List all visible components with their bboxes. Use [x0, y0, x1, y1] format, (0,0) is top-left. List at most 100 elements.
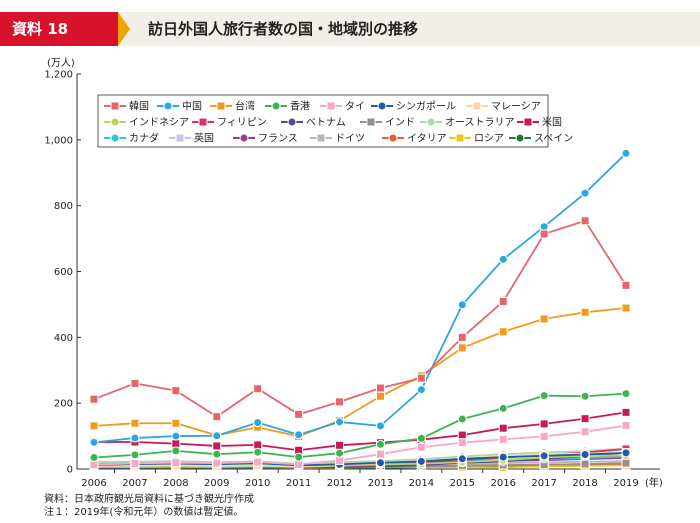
- legend-swatch-marker: [366, 117, 376, 127]
- data-point-circle: [294, 452, 304, 462]
- data-point-square: [621, 458, 631, 468]
- y-tick-label: 600: [54, 267, 73, 278]
- data-point-circle: [416, 385, 426, 395]
- data-point-square: [539, 314, 549, 324]
- legend-swatch-marker: [472, 101, 482, 111]
- data-point-circle: [171, 431, 181, 441]
- legend-swatch-marker: [515, 133, 525, 143]
- data-point-square: [130, 458, 140, 468]
- legend-label: オーストラリア: [445, 117, 515, 129]
- x-tick-label: 2009: [204, 478, 229, 489]
- data-point-square: [580, 414, 590, 424]
- data-point-square: [294, 409, 304, 419]
- data-point-circle: [621, 389, 631, 399]
- legend-label: フランス: [258, 133, 298, 145]
- data-point-circle: [457, 454, 467, 464]
- series-line-4: [93, 424, 627, 466]
- legend-label: ロシア: [474, 134, 504, 145]
- data-point-circle: [539, 451, 549, 461]
- data-point-square: [621, 407, 631, 417]
- legend-swatch-marker: [163, 101, 173, 111]
- legend-swatch-marker: [326, 101, 336, 111]
- data-point-circle: [580, 450, 590, 460]
- y-tick-label: 400: [54, 333, 73, 344]
- footnotes: 資料：日本政府観光局資料に基づき観光庁作成 注１：2019年(令和元年）の数値は…: [44, 493, 254, 519]
- series-line-12: [94, 411, 627, 452]
- legend-swatch-marker: [198, 117, 208, 127]
- data-point-square: [457, 343, 467, 353]
- legend-swatch-marker: [455, 133, 465, 143]
- legend-label: 中国: [182, 100, 202, 113]
- document-label: 資料 18: [0, 12, 118, 46]
- data-point-square: [416, 442, 426, 452]
- data-point-square: [621, 303, 631, 313]
- data-point-square: [89, 421, 99, 431]
- provisional-note: 注１：2019年(令和元年）の数値は暫定値。: [44, 507, 244, 518]
- legend-label: 英国: [194, 132, 214, 145]
- data-point-square: [253, 384, 263, 394]
- legend-swatch-marker: [110, 101, 120, 111]
- data-point-square: [171, 386, 181, 396]
- legend-swatch-marker: [271, 101, 281, 111]
- legend-label: 香港: [290, 101, 310, 113]
- data-point-square: [375, 383, 385, 393]
- data-point-circle: [498, 254, 508, 264]
- series-line-1: [93, 152, 627, 444]
- x-axis-unit-label: (年): [645, 476, 663, 489]
- data-point-circle: [335, 448, 345, 458]
- data-point-circle: [457, 414, 467, 424]
- data-point-square: [416, 373, 426, 383]
- data-point-square: [171, 458, 181, 468]
- data-point-square: [498, 423, 508, 433]
- legend-swatch-marker: [287, 117, 297, 127]
- data-point-circle: [89, 452, 99, 462]
- data-point-circle: [294, 430, 304, 440]
- legend-label: フィリピン: [217, 117, 267, 129]
- data-point-circle: [212, 449, 222, 459]
- data-point-square: [621, 280, 631, 290]
- data-point-square: [498, 327, 508, 337]
- data-point-square: [171, 418, 181, 428]
- y-tick-label: 800: [54, 201, 73, 212]
- x-tick-label: 2017: [531, 478, 556, 489]
- data-point-circle: [580, 188, 590, 198]
- data-point-circle: [212, 431, 222, 441]
- legend-label: シンガポール: [396, 101, 456, 113]
- data-point-square: [457, 332, 467, 342]
- data-point-square: [212, 412, 222, 422]
- x-tick-label: 2016: [491, 478, 516, 489]
- legend-swatch-marker: [523, 117, 533, 127]
- x-tick-label: 2019: [613, 478, 638, 489]
- series-line-7: [94, 454, 627, 468]
- series-line-3: [93, 392, 627, 459]
- legend-label: 米国: [542, 116, 562, 129]
- x-tick-label: 2008: [163, 478, 188, 489]
- data-point-square: [212, 441, 222, 451]
- legend-swatch-marker: [110, 133, 120, 143]
- legend-label: ドイツ: [335, 134, 365, 145]
- data-point-circle: [89, 437, 99, 447]
- legend-swatch-marker: [388, 133, 398, 143]
- data-point-square: [580, 216, 590, 226]
- legend-swatch-marker: [216, 101, 226, 111]
- x-tick-label: 2013: [368, 478, 393, 489]
- source-note: 資料：日本政府観光局資料に基づき観光庁作成: [44, 494, 254, 505]
- data-point-square: [621, 421, 631, 431]
- legend-label: 台湾: [235, 100, 255, 113]
- y-tick-label: 1,000: [44, 135, 73, 146]
- data-point-circle: [375, 421, 385, 431]
- data-point-square: [375, 391, 385, 401]
- document-label-arrow: [118, 12, 130, 46]
- legend-label: イタリア: [407, 133, 447, 145]
- series-line-11: [93, 447, 627, 465]
- legend-label: インド: [385, 118, 415, 129]
- data-point-circle: [416, 456, 426, 466]
- data-point-square: [539, 419, 549, 429]
- data-point-circle: [621, 148, 631, 158]
- legend-swatch-marker: [175, 133, 185, 143]
- legend-swatch-marker: [239, 133, 249, 143]
- data-point-circle: [498, 403, 508, 413]
- x-tick-label: 2006: [81, 478, 106, 489]
- y-tick-label: 0: [67, 465, 73, 476]
